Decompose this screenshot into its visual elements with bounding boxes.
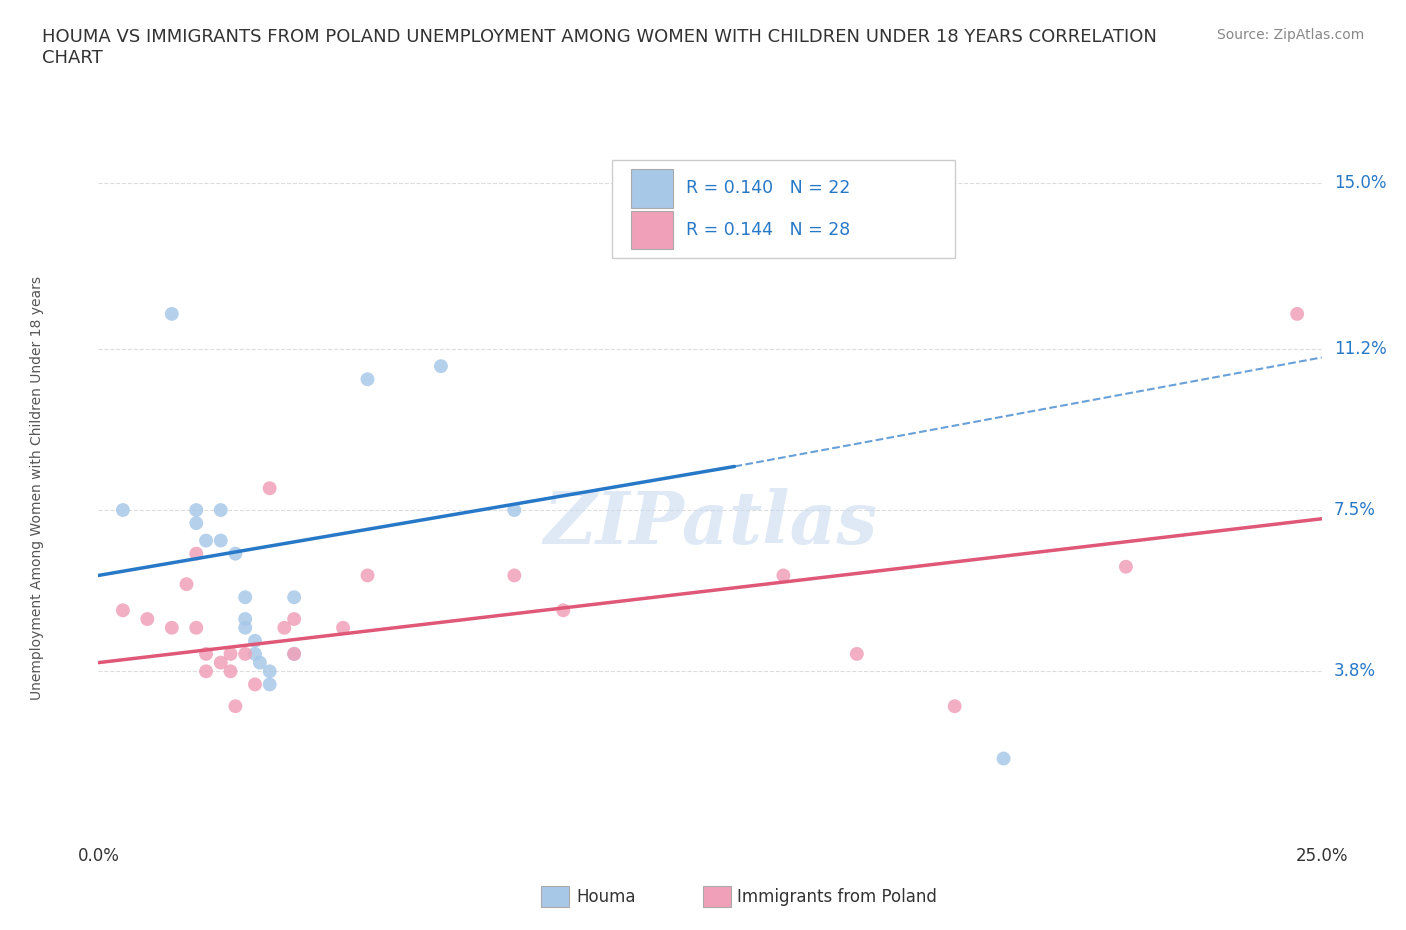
Point xyxy=(209,533,232,548)
Point xyxy=(283,590,305,604)
Point xyxy=(160,307,183,322)
Point xyxy=(176,577,198,591)
Text: ZIPatlas: ZIPatlas xyxy=(543,487,877,559)
Point xyxy=(356,372,378,387)
Point xyxy=(111,603,134,618)
Text: R = 0.144   N = 28: R = 0.144 N = 28 xyxy=(686,221,849,239)
Point xyxy=(111,502,134,517)
Point xyxy=(332,620,354,635)
Point xyxy=(243,677,266,692)
Text: Houma: Houma xyxy=(576,887,636,906)
Point xyxy=(160,620,183,635)
Point xyxy=(233,620,256,635)
Point xyxy=(259,664,281,679)
Point xyxy=(356,568,378,583)
Text: 3.8%: 3.8% xyxy=(1334,662,1376,681)
Point xyxy=(503,568,526,583)
Point xyxy=(136,612,159,627)
Point xyxy=(195,533,218,548)
FancyBboxPatch shape xyxy=(630,169,673,207)
Point xyxy=(943,698,966,713)
Point xyxy=(186,515,208,530)
Point xyxy=(1286,307,1309,322)
Point xyxy=(283,646,305,661)
Point xyxy=(233,590,256,604)
Text: 7.5%: 7.5% xyxy=(1334,501,1375,519)
Point xyxy=(845,646,868,661)
Text: 11.2%: 11.2% xyxy=(1334,339,1386,358)
Point xyxy=(503,502,526,517)
Point xyxy=(273,620,295,635)
Point xyxy=(233,612,256,627)
Point xyxy=(219,646,242,661)
Text: Source: ZipAtlas.com: Source: ZipAtlas.com xyxy=(1216,28,1364,42)
Point xyxy=(186,502,208,517)
Point xyxy=(243,646,266,661)
Point xyxy=(553,603,575,618)
Point xyxy=(283,646,305,661)
Text: Unemployment Among Women with Children Under 18 years: Unemployment Among Women with Children U… xyxy=(31,276,44,700)
Point xyxy=(233,646,256,661)
Point xyxy=(224,698,246,713)
FancyBboxPatch shape xyxy=(630,211,673,249)
Point xyxy=(243,633,266,648)
Point xyxy=(259,481,281,496)
Point xyxy=(259,677,281,692)
Text: Immigrants from Poland: Immigrants from Poland xyxy=(737,887,936,906)
Text: R = 0.140   N = 22: R = 0.140 N = 22 xyxy=(686,179,851,197)
Point xyxy=(186,620,208,635)
Point xyxy=(219,664,242,679)
FancyBboxPatch shape xyxy=(612,161,955,259)
Point xyxy=(224,546,246,561)
Point xyxy=(186,546,208,561)
Point xyxy=(195,664,218,679)
Point xyxy=(283,612,305,627)
Point xyxy=(209,655,232,670)
Point xyxy=(1115,559,1137,574)
Point xyxy=(195,646,218,661)
Point xyxy=(209,502,232,517)
Point xyxy=(249,655,271,670)
Text: HOUMA VS IMMIGRANTS FROM POLAND UNEMPLOYMENT AMONG WOMEN WITH CHILDREN UNDER 18 : HOUMA VS IMMIGRANTS FROM POLAND UNEMPLOY… xyxy=(42,28,1157,67)
Point xyxy=(430,359,453,374)
Point xyxy=(993,751,1015,766)
Text: 15.0%: 15.0% xyxy=(1334,174,1386,193)
Point xyxy=(772,568,794,583)
